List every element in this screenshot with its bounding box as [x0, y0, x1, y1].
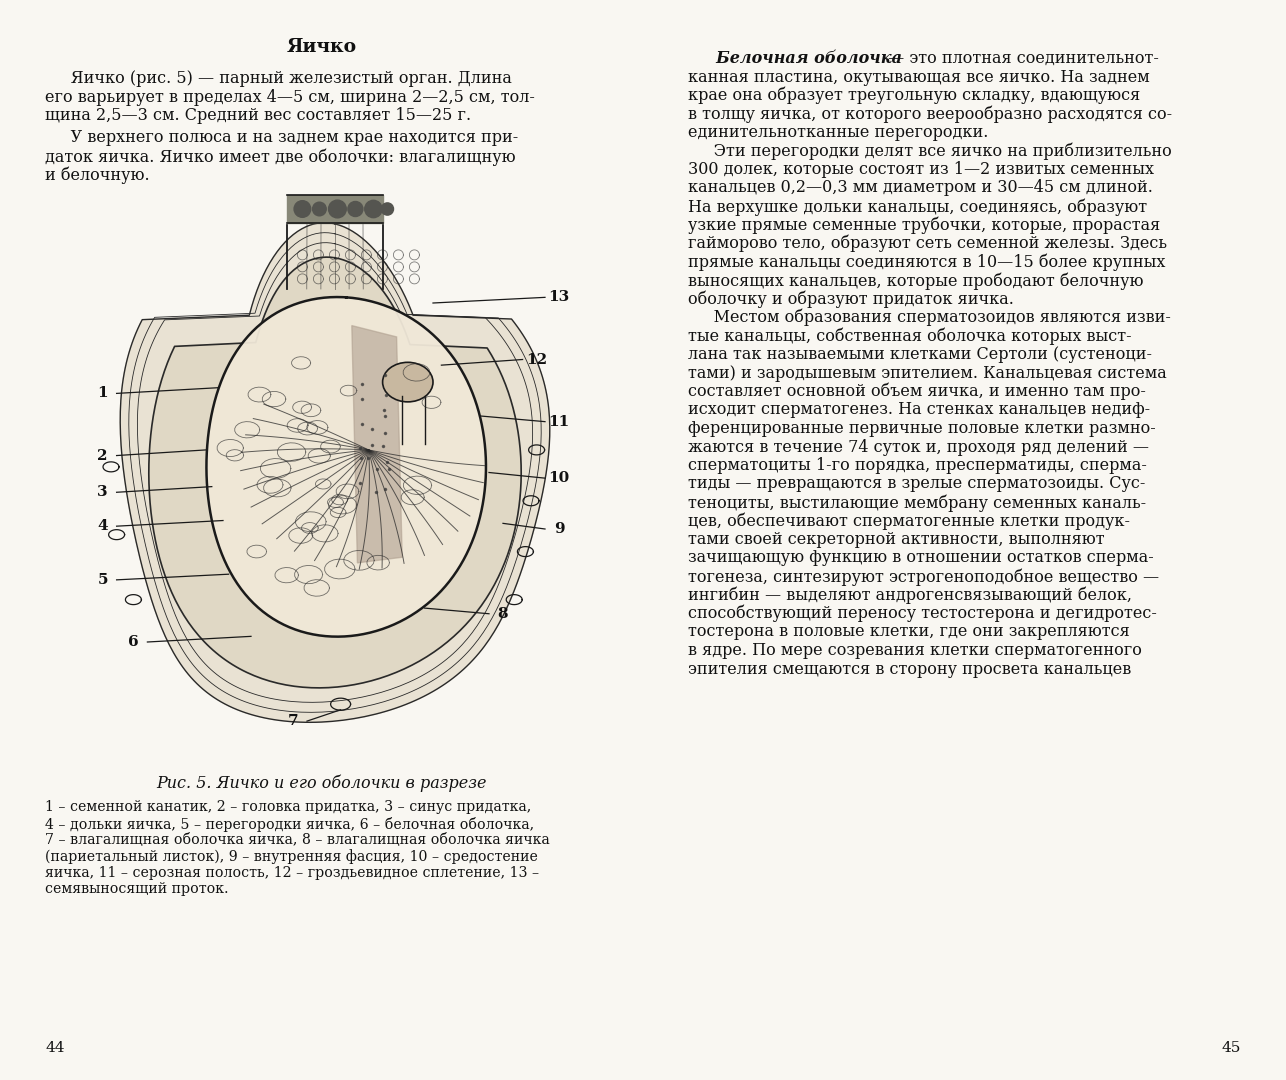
Text: тые канальцы, собственная оболочка которых выст-: тые канальцы, собственная оболочка котор…	[688, 327, 1132, 345]
Text: выносящих канальцев, которые прободают белочную: выносящих канальцев, которые прободают б…	[688, 272, 1143, 289]
Polygon shape	[352, 325, 403, 563]
Text: 1: 1	[98, 387, 108, 401]
Text: (париетальный листок), 9 – внутренняя фасция, 10 – средостение: (париетальный листок), 9 – внутренняя фа…	[45, 850, 538, 864]
Text: 2: 2	[98, 448, 108, 462]
Circle shape	[349, 202, 363, 216]
Text: Белочная оболочка: Белочная оболочка	[688, 50, 901, 67]
Circle shape	[312, 202, 327, 216]
Text: ференцированные первичные половые клетки размно-: ференцированные первичные половые клетки…	[688, 420, 1156, 437]
Text: тогенеза, синтезируют эстрогеноподобное вещество —: тогенеза, синтезируют эстрогеноподобное …	[688, 568, 1159, 585]
Text: семявыносящий проток.: семявыносящий проток.	[45, 882, 229, 896]
Text: даток яичка. Яичко имеет две оболочки: влагалищную: даток яичка. Яичко имеет две оболочки: в…	[45, 148, 516, 165]
Text: 6: 6	[129, 635, 139, 649]
Text: 9: 9	[554, 522, 565, 536]
Text: 11: 11	[548, 415, 570, 429]
Polygon shape	[287, 195, 383, 222]
Text: в толщу яичка, от которого веерообразно расходятся со-: в толщу яичка, от которого веерообразно …	[688, 106, 1172, 123]
Text: крае она образует треугольную складку, вдающуюся: крае она образует треугольную складку, в…	[688, 87, 1141, 105]
Text: тами) и зародышевым эпителием. Канальцевая система: тами) и зародышевым эпителием. Канальцев…	[688, 365, 1166, 381]
Circle shape	[381, 203, 394, 215]
Text: сперматоциты 1-го порядка, пресперматиды, сперма-: сперматоциты 1-го порядка, пресперматиды…	[688, 457, 1147, 474]
Polygon shape	[120, 222, 550, 723]
Text: в ядре. По мере созревания клетки сперматогенного: в ядре. По мере созревания клетки сперма…	[688, 642, 1142, 659]
Text: гайморово тело, образуют сеть семенной железы. Здесь: гайморово тело, образуют сеть семенной ж…	[688, 235, 1166, 253]
Text: узкие прямые семенные трубочки, которые, прорастая: узкие прямые семенные трубочки, которые,…	[688, 216, 1160, 234]
Circle shape	[294, 201, 311, 217]
Text: 8: 8	[498, 607, 508, 621]
Text: 1 – семенной канатик, 2 – головка придатка, 3 – синус придатка,: 1 – семенной канатик, 2 – головка придат…	[45, 800, 531, 814]
Text: 3: 3	[98, 485, 108, 499]
Text: исходит сперматогенез. На стенках канальцев недиф-: исходит сперматогенез. На стенках каналь…	[688, 402, 1150, 418]
Text: Яичко (рис. 5) — парный железистый орган. Длина: Яичко (рис. 5) — парный железистый орган…	[45, 70, 512, 87]
Text: ингибин — выделяют андрогенсвязывающий белок,: ингибин — выделяют андрогенсвязывающий б…	[688, 586, 1132, 604]
Text: яичка, 11 – серозная полость, 12 – гроздьевидное сплетение, 13 –: яичка, 11 – серозная полость, 12 – грозд…	[45, 866, 539, 880]
Text: 5: 5	[98, 572, 108, 586]
Text: 7: 7	[288, 714, 298, 728]
Text: тиды — превращаются в зрелые сперматозоиды. Сус-: тиды — превращаются в зрелые сперматозои…	[688, 475, 1146, 492]
Polygon shape	[207, 297, 486, 636]
Text: и белочную.: и белочную.	[45, 166, 149, 184]
Text: 4: 4	[98, 519, 108, 534]
Text: зачищающую функцию в отношении остатков сперма-: зачищающую функцию в отношении остатков …	[688, 550, 1154, 567]
Text: единительнотканные перегородки.: единительнотканные перегородки.	[688, 124, 989, 141]
Text: прямые канальцы соединяются в 10—15 более крупных: прямые канальцы соединяются в 10—15 боле…	[688, 254, 1165, 271]
Bar	[643, 0, 1286, 1080]
Text: лана так называемыми клетками Сертоли (сустеноци-: лана так называемыми клетками Сертоли (с…	[688, 346, 1152, 363]
Text: 13: 13	[548, 291, 570, 305]
Polygon shape	[149, 257, 521, 688]
Text: оболочку и образуют придаток яичка.: оболочку и образуют придаток яичка.	[688, 291, 1013, 308]
Text: составляет основной объем яичка, и именно там про-: составляет основной объем яичка, и именн…	[688, 383, 1146, 401]
Text: тами своей секреторной активности, выполняют: тами своей секреторной активности, выпол…	[688, 531, 1105, 548]
Text: 7 – влагалищная оболочка яичка, 8 – влагалищная оболочка яичка: 7 – влагалищная оболочка яичка, 8 – влаг…	[45, 833, 549, 847]
Text: способствующий переносу тестостерона и дегидротес-: способствующий переносу тестостерона и д…	[688, 605, 1157, 622]
Text: тостерона в половые клетки, где они закрепляются: тостерона в половые клетки, где они закр…	[688, 623, 1129, 640]
Text: канная пластина, окутывающая все яичко. На заднем: канная пластина, окутывающая все яичко. …	[688, 68, 1150, 85]
Text: жаются в течение 74 суток и, проходя ряд делений —: жаются в течение 74 суток и, проходя ряд…	[688, 438, 1148, 456]
Text: 45: 45	[1222, 1041, 1241, 1055]
Text: У верхнего полюса и на заднем крае находится при-: У верхнего полюса и на заднем крае наход…	[45, 130, 518, 147]
Text: — это плотная соединительнот-: — это плотная соединительнот-	[883, 50, 1159, 67]
Text: 12: 12	[526, 352, 547, 366]
Bar	[0, 0, 643, 1080]
Text: Рис. 5. Яичко и его оболочки в разрезе: Рис. 5. Яичко и его оболочки в разрезе	[157, 775, 486, 793]
Text: щина 2,5—3 см. Средний вес составляет 15—25 г.: щина 2,5—3 см. Средний вес составляет 15…	[45, 107, 471, 124]
Text: его варьирует в пределах 4—5 см, ширина 2—2,5 см, тол-: его варьирует в пределах 4—5 см, ширина …	[45, 89, 535, 106]
Circle shape	[365, 200, 382, 218]
Text: цев, обеспечивают сперматогенные клетки продук-: цев, обеспечивают сперматогенные клетки …	[688, 513, 1130, 530]
Ellipse shape	[383, 362, 433, 402]
Text: Яичко: Яичко	[287, 38, 356, 56]
Text: теноциты, выстилающие мембрану семенных каналь-: теноциты, выстилающие мембрану семенных …	[688, 494, 1146, 512]
Text: 10: 10	[548, 471, 570, 485]
Circle shape	[328, 200, 346, 218]
Text: 300 долек, которые состоят из 1—2 извитых семенных: 300 долек, которые состоят из 1—2 извиты…	[688, 161, 1154, 178]
Text: 4 – дольки яичка, 5 – перегородки яичка, 6 – белочная оболочка,: 4 – дольки яичка, 5 – перегородки яичка,…	[45, 816, 534, 832]
Text: эпителия смещаются в сторону просвета канальцев: эпителия смещаются в сторону просвета ка…	[688, 661, 1132, 677]
Text: Эти перегородки делят все яичко на приблизительно: Эти перегородки делят все яичко на прибл…	[688, 143, 1172, 160]
Text: На верхушке дольки канальцы, соединяясь, образуют: На верхушке дольки канальцы, соединяясь,…	[688, 198, 1147, 216]
Text: 44: 44	[45, 1041, 64, 1055]
Text: канальцев 0,2—0,3 мм диаметром и 30—45 см длиной.: канальцев 0,2—0,3 мм диаметром и 30—45 с…	[688, 179, 1152, 197]
Text: Местом образования сперматозоидов являются изви-: Местом образования сперматозоидов являют…	[688, 309, 1170, 326]
